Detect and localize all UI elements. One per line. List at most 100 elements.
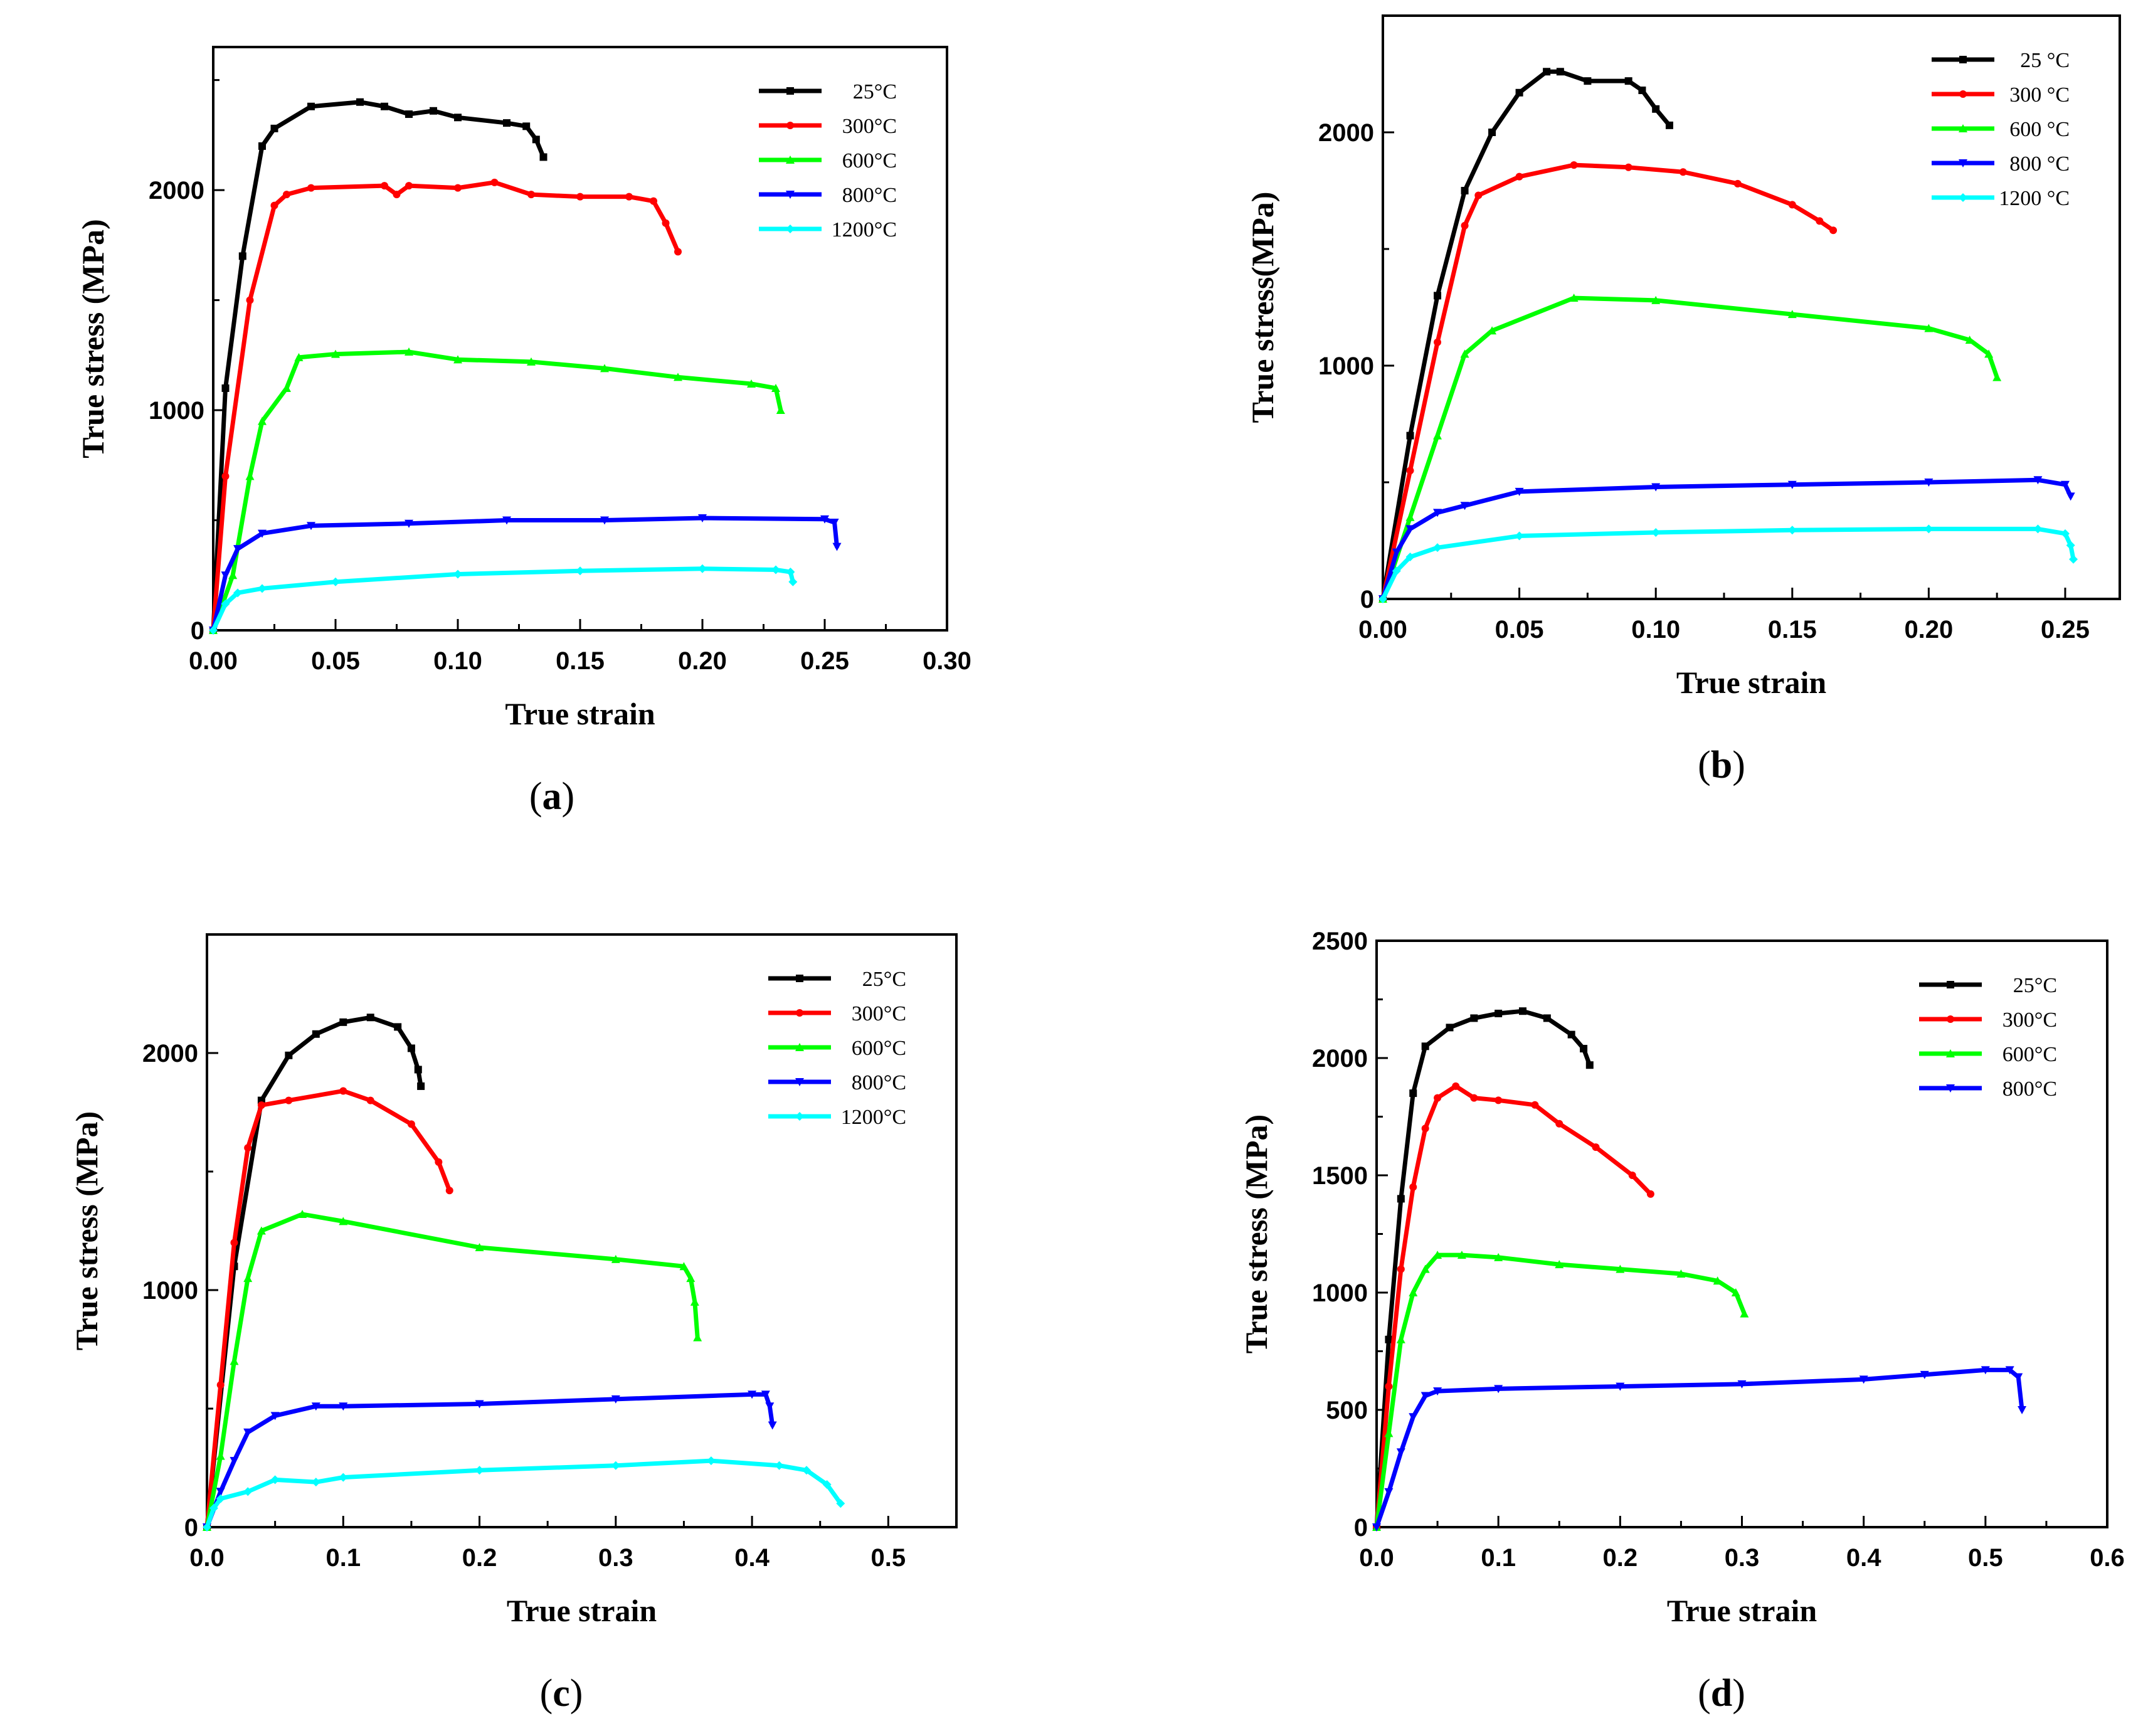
x-tick-label: 0.3 (1725, 1544, 1760, 1572)
y-tick-label: 0 (184, 1514, 198, 1542)
data-point (1965, 336, 1974, 344)
x-tick-label: 0.00 (189, 647, 238, 675)
data-point (454, 114, 462, 122)
data-point (490, 178, 499, 186)
data-point (788, 577, 798, 586)
data-point (1405, 525, 1415, 534)
data-point (1555, 1260, 1564, 1269)
data-point (366, 1096, 374, 1104)
series-1200 °C (1378, 524, 2078, 603)
series-600°C (209, 347, 785, 634)
plot-frame (1382, 14, 2121, 600)
data-point (1787, 480, 1797, 489)
data-point (1433, 1251, 1442, 1259)
data-point (1616, 1264, 1625, 1273)
data-point (221, 472, 230, 480)
data-point (836, 1499, 845, 1508)
series-600°C (203, 1210, 702, 1531)
y-tick-label: 2000 (1312, 1045, 1368, 1072)
data-point (1624, 163, 1632, 171)
legend-marker (1946, 1084, 1955, 1093)
x-tick-label: 0.25 (800, 647, 849, 675)
data-point (1378, 595, 1387, 603)
panel-caption-letter: d (1711, 1672, 1732, 1715)
data-point (1515, 487, 1524, 496)
data-point (1396, 1335, 1405, 1343)
legend-label: 1200°C (841, 1106, 906, 1129)
x-tick-label: 0.4 (1846, 1544, 1881, 1572)
data-point (1733, 179, 1742, 188)
panel-caption: (b) (1698, 744, 1745, 786)
data-point (339, 1402, 348, 1411)
data-point (1515, 172, 1523, 181)
data-point (662, 219, 670, 227)
data-point (1515, 88, 1523, 97)
legend-label: 25 °C (2020, 49, 2070, 72)
data-point (1556, 68, 1564, 76)
data-point (1924, 479, 1934, 487)
data-point (1920, 1370, 1929, 1379)
data-point (307, 102, 315, 110)
data-point (243, 1428, 253, 1437)
data-point (1421, 1125, 1429, 1133)
series-800 °C (1378, 476, 2075, 603)
data-point (576, 193, 584, 201)
data-point (393, 191, 401, 199)
x-tick-label: 0.05 (311, 647, 360, 675)
legend-marker (1959, 124, 1967, 132)
y-tick-label: 2000 (142, 1040, 198, 1067)
legend-label: 1200°C (832, 218, 897, 241)
data-point (1470, 1014, 1478, 1022)
y-tick-label: 1000 (142, 1277, 198, 1305)
panel-c: 0.0 0.1 0.2 0.3 0.4 0.5 0 1000 2000 True strain Tr… (69, 933, 958, 1715)
y-tick-label: 1000 (149, 397, 204, 425)
data-point (690, 1297, 699, 1306)
data-point (771, 565, 780, 574)
data-point (405, 182, 413, 190)
data-point (611, 1395, 620, 1404)
legend-label: 300°C (842, 115, 897, 138)
data-point (1495, 1009, 1503, 1017)
data-point (674, 373, 682, 381)
y-tick-label: 2500 (1312, 928, 1368, 955)
data-point (761, 1390, 770, 1399)
data-point (1651, 295, 1661, 304)
data-point (1731, 1288, 1740, 1296)
legend-label: 800 °C (2009, 152, 2070, 176)
panel-caption: (c) (540, 1672, 583, 1715)
series-line (211, 349, 783, 633)
data-point (245, 472, 255, 480)
series-25°C (209, 98, 548, 634)
data-point (282, 383, 291, 392)
data-point (600, 516, 609, 525)
series-line (1374, 1008, 1592, 1530)
x-tick-label: 0.25 (2041, 616, 2090, 643)
data-point (1570, 161, 1578, 169)
panel-caption-letter: c (553, 1672, 570, 1715)
data-point (298, 1210, 307, 1219)
series-300°C (1373, 1082, 1654, 1531)
x-tick-label: 0.20 (1904, 616, 1953, 643)
legend-marker (795, 1112, 804, 1121)
data-point (1981, 1366, 1990, 1375)
data-point (1494, 1385, 1503, 1394)
data-point (285, 1051, 293, 1059)
data-point (1624, 77, 1632, 85)
data-point (238, 252, 246, 260)
series-line (1380, 477, 2073, 601)
data-point (221, 599, 230, 608)
data-point (502, 516, 511, 525)
series-line (204, 1458, 843, 1530)
data-point (445, 1187, 453, 1195)
data-point (1676, 1269, 1686, 1278)
data-point (1446, 1024, 1454, 1032)
data-point (1515, 531, 1524, 541)
data-point (307, 184, 315, 192)
data-point (243, 1274, 253, 1283)
data-point (1452, 1082, 1460, 1090)
legend-marker (1946, 1049, 1955, 1057)
y-tick-label: 1000 (1312, 1279, 1368, 1307)
x-tick-label: 0.1 (325, 1544, 361, 1572)
data-point (311, 1478, 320, 1487)
data-point (1406, 467, 1414, 475)
